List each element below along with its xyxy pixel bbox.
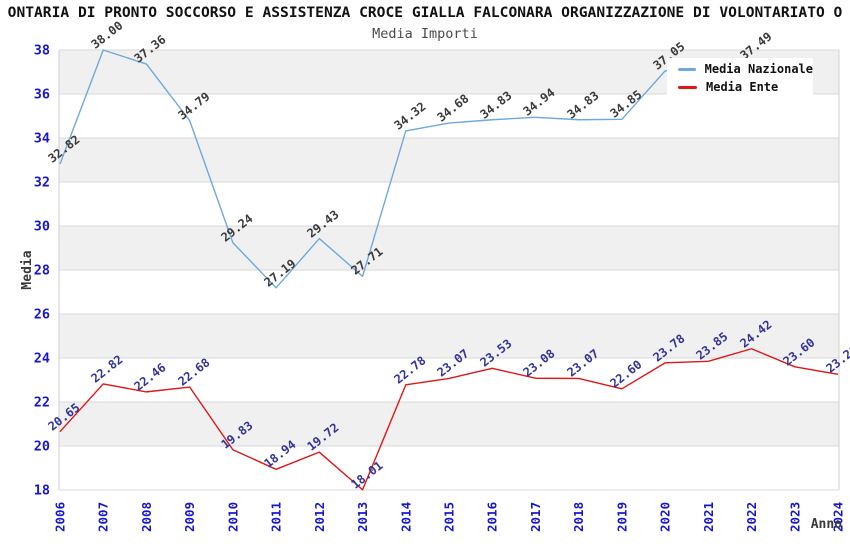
y-tick-36: 36: [34, 87, 50, 103]
legend-item-media-nazionale: Media Nazionale: [667, 60, 813, 78]
y-tick-38: 38: [34, 43, 50, 59]
line-media-ente: [59, 348, 839, 491]
chart-subtitle: Media Importi: [372, 26, 478, 42]
x-tick-2012: 2012: [312, 502, 327, 532]
x-tick-2014: 2014: [398, 502, 413, 532]
shade-band: [59, 138, 839, 182]
legend-item-media-ente: Media Ente: [667, 78, 813, 96]
legend: Media Nazionale Media Ente: [667, 58, 813, 98]
x-tick-2023: 2023: [787, 502, 802, 532]
y-tick-20: 20: [34, 439, 50, 455]
x-tick-2009: 2009: [182, 502, 197, 532]
shade-band: [59, 402, 839, 446]
legend-label-media-nazionale: Media Nazionale: [704, 62, 813, 76]
x-tick-2008: 2008: [139, 502, 154, 532]
x-tick-2011: 2011: [269, 502, 284, 532]
x-tick-2021: 2021: [701, 502, 716, 532]
x-tick-2015: 2015: [442, 502, 457, 532]
y-tick-22: 22: [34, 395, 50, 411]
legend-swatch-media-ente-icon: [678, 85, 697, 89]
x-tick-2020: 2020: [658, 502, 673, 532]
legend-swatch-media-nazionale-icon: [678, 67, 696, 71]
legend-label-media-ente: Media Ente: [706, 80, 779, 94]
y-tick-28: 28: [34, 263, 50, 279]
x-tick-2022: 2022: [744, 502, 759, 532]
chart-title: ONTARIA DI PRONTO SOCCORSO E ASSISTENZA …: [7, 4, 843, 21]
shade-band: [59, 314, 839, 358]
y-tick-26: 26: [34, 307, 50, 323]
x-tick-2018: 2018: [571, 502, 586, 532]
y-tick-32: 32: [34, 175, 50, 191]
x-tick-2024: 2024: [831, 502, 846, 532]
x-tick-2006: 2006: [53, 502, 68, 532]
shade-band: [59, 226, 839, 270]
y-tick-34: 34: [34, 131, 50, 147]
x-tick-2017: 2017: [528, 502, 543, 532]
y-tick-18: 18: [34, 483, 50, 499]
y-tick-30: 30: [34, 219, 50, 235]
x-tick-2007: 2007: [96, 502, 111, 532]
x-axis-title: Anno: [811, 517, 842, 532]
x-tick-2016: 2016: [485, 502, 500, 532]
x-tick-2010: 2010: [225, 502, 240, 532]
y-tick-24: 24: [34, 351, 50, 367]
y-axis-title: Media: [20, 250, 35, 289]
line-media-nazionale: [59, 49, 752, 289]
x-tick-2013: 2013: [355, 502, 370, 532]
x-tick-2019: 2019: [614, 502, 629, 532]
